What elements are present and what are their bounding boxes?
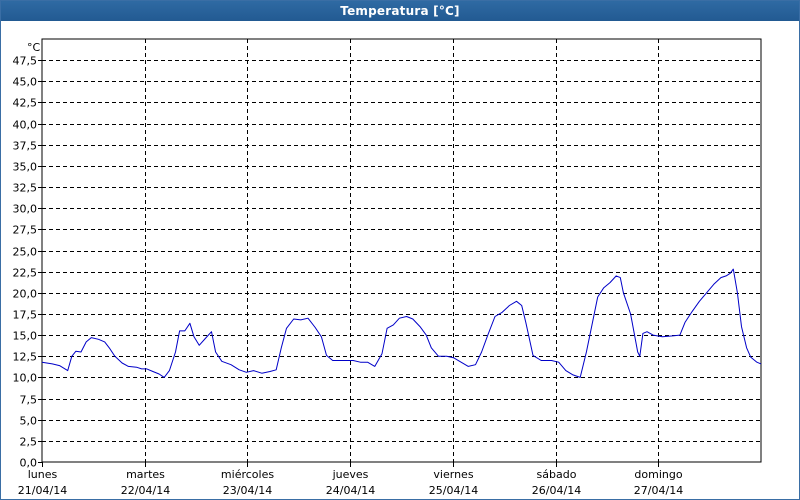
x-tick-day-label: domingo bbox=[634, 468, 682, 481]
series-line-temperature bbox=[41, 268, 762, 378]
x-tick-date-label: 21/04/14 bbox=[18, 484, 67, 497]
x-tick-date-label: 26/04/14 bbox=[532, 484, 581, 497]
y-tick-label: 5,0 bbox=[20, 415, 38, 428]
y-tick-label: 10,0 bbox=[13, 372, 38, 385]
plot-frame bbox=[41, 38, 762, 463]
y-tick-label: 22,5 bbox=[13, 267, 38, 280]
x-tick-date-label: 27/04/14 bbox=[634, 484, 683, 497]
y-tick-label: 0,0 bbox=[20, 457, 38, 470]
x-tick-date-label: 25/04/14 bbox=[429, 484, 478, 497]
temperature-chart: 0,0 2,5 5,0 7,5 10,0 12,5 15,0 17,5 20,0 22,5 25,0… bbox=[13, 38, 762, 497]
y-tick-label: 32,5 bbox=[13, 182, 38, 195]
x-tick-day-label: jueves bbox=[332, 468, 369, 481]
window-title: Temperatura [°C] bbox=[1, 1, 799, 21]
y-tick-label: 37,5 bbox=[13, 140, 38, 153]
y-tick-label: 35,0 bbox=[13, 161, 38, 174]
y-tick-label: 25,0 bbox=[13, 246, 38, 259]
y-tick-label: 27,5 bbox=[13, 224, 38, 237]
y-tick-label: 7,5 bbox=[20, 394, 38, 407]
x-tick-date-label: 22/04/14 bbox=[121, 484, 170, 497]
y-tick-label: 2,5 bbox=[20, 436, 38, 449]
x-tick-day-label: martes bbox=[126, 468, 165, 481]
y-tick-label: 17,5 bbox=[13, 309, 38, 322]
x-tick-date-label: 24/04/14 bbox=[326, 484, 375, 497]
y-axis-unit: °C bbox=[27, 41, 41, 54]
y-tick-label: 47,5 bbox=[13, 55, 38, 68]
y-tick-label: 12,5 bbox=[13, 351, 38, 364]
y-tick-label: 15,0 bbox=[13, 330, 38, 343]
y-tick-label: 42,5 bbox=[13, 97, 38, 110]
x-tick-day-label: miércoles bbox=[221, 468, 274, 481]
x-tick-date-label: 23/04/14 bbox=[223, 484, 272, 497]
x-tick-day-label: sábado bbox=[537, 468, 577, 481]
y-tick-label: 40,0 bbox=[13, 119, 38, 132]
x-tick-day-label: lunes bbox=[28, 468, 58, 481]
y-tick-label: 30,0 bbox=[13, 203, 38, 216]
y-tick-label: 45,0 bbox=[13, 76, 38, 89]
y-tick-label: 20,0 bbox=[13, 288, 38, 301]
x-tick-day-label: viernes bbox=[433, 468, 473, 481]
